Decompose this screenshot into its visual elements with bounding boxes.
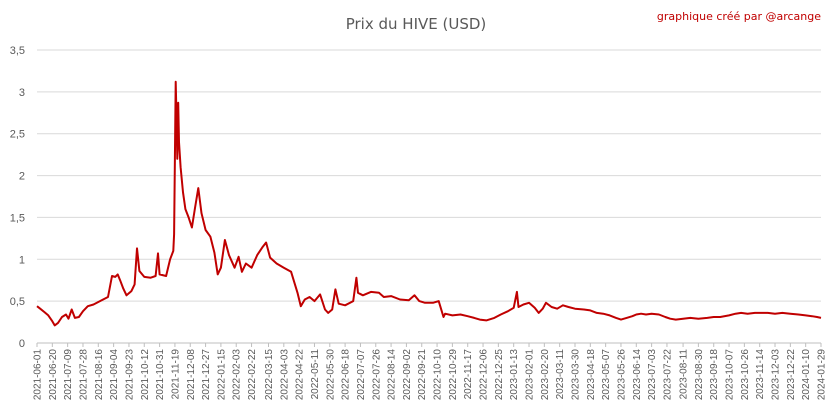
- x-tick-label: 2021-11-19: [170, 349, 181, 400]
- x-tick-label: 2023-05-07: [601, 349, 612, 401]
- x-tick-label: 2022-04-22: [295, 349, 306, 401]
- x-tick-label: 2021-07-09: [63, 349, 74, 401]
- x-tick-label: 2023-01-13: [509, 349, 520, 401]
- x-tick-label: 2023-08-30: [694, 349, 705, 401]
- x-tick-label: 2023-03-30: [570, 349, 581, 401]
- x-tick-label: 2022-12-25: [494, 349, 505, 401]
- x-tick-label: 2022-10-29: [448, 349, 459, 401]
- x-tick-label: 2023-04-18: [586, 349, 597, 401]
- y-tick-label: 0: [19, 338, 25, 350]
- x-tick-label: 2022-11-17: [463, 349, 474, 400]
- x-tick-label: 2022-04-03: [279, 349, 290, 401]
- x-tick-label: 2023-05-26: [616, 349, 627, 401]
- y-tick-label: 1: [19, 254, 25, 266]
- x-tick-label: 2023-10-26: [740, 349, 751, 401]
- series-layer: [36, 80, 822, 327]
- x-tick-label: 2022-05-11: [310, 349, 321, 400]
- x-tick-label: 2021-10-12: [140, 349, 151, 401]
- x-tick-label: 2021-10-31: [155, 349, 166, 401]
- x-tick-label: 2024-01-29: [817, 349, 828, 401]
- x-tick-label: 2021-08-16: [94, 349, 105, 401]
- y-tick-label: 3,5: [10, 45, 25, 57]
- x-tick-label: 2022-09-02: [402, 349, 413, 401]
- x-tick-label: 2023-11-14: [755, 349, 766, 400]
- x-tick-label: 2022-07-26: [371, 349, 382, 401]
- x-tick-label: 2023-07-22: [662, 349, 673, 401]
- x-tick-label: 2022-08-14: [387, 349, 398, 401]
- x-tick-label: 2022-01-15: [216, 349, 227, 401]
- x-tick-label: 2022-05-30: [325, 349, 336, 401]
- x-tick-label: 2021-12-27: [201, 349, 212, 401]
- x-axis-ticks: 2021-06-01 2021-06-20 2021-07-09 2021-07-28…: [33, 343, 828, 400]
- x-tick-label: 2024-01-10: [801, 349, 812, 401]
- x-tick-label: 2023-06-14: [632, 349, 643, 401]
- x-tick-label: 2023-07-03: [647, 349, 658, 401]
- x-tick-label: 2023-09-18: [709, 349, 720, 401]
- y-tick-label: 1,5: [10, 212, 25, 224]
- price-series-line: [36, 80, 822, 327]
- x-tick-label: 2023-12-03: [771, 349, 782, 401]
- x-tick-label: 2022-03-15: [264, 349, 275, 401]
- x-tick-label: 2021-07-28: [78, 349, 89, 401]
- x-tick-label: 2022-07-07: [356, 349, 367, 401]
- x-tick-label: 2022-09-21: [417, 349, 428, 401]
- x-tick-label: 2023-02-20: [540, 349, 551, 401]
- chart-credit: graphique créé par @arcange: [657, 10, 821, 23]
- x-tick-label: 2023-03-11: [555, 349, 566, 400]
- y-tick-label: 2,5: [10, 129, 25, 141]
- x-tick-label: 2022-06-18: [341, 349, 352, 401]
- x-tick-label: 2023-12-22: [786, 349, 797, 401]
- x-tick-label: 2023-08-11: [679, 349, 690, 400]
- x-tick-label: 2021-09-04: [109, 349, 120, 401]
- x-tick-label: 2022-02-22: [247, 349, 258, 401]
- x-tick-label: 2021-12-08: [186, 349, 197, 401]
- x-tick-label: 2021-09-23: [124, 349, 135, 401]
- y-tick-label: 3: [19, 87, 25, 99]
- y-axis-ticks: 0 0,5 1 1,5 2 2,5 3 3,5: [10, 45, 25, 350]
- x-tick-label: 2022-12-06: [479, 349, 490, 401]
- gridlines: [37, 49, 821, 344]
- x-tick-label: 2023-02-01: [525, 349, 536, 401]
- x-tick-label: 2022-10-10: [433, 349, 444, 401]
- y-tick-label: 2: [19, 171, 25, 183]
- y-tick-label: 0,5: [10, 296, 25, 308]
- x-tick-label: 2022-02-03: [232, 349, 243, 401]
- x-tick-label: 2021-06-01: [33, 349, 44, 401]
- chart-title: Prix du HIVE (USD): [346, 15, 487, 33]
- x-tick-label: 2023-10-07: [725, 349, 736, 401]
- x-tick-label: 2021-06-20: [48, 349, 59, 401]
